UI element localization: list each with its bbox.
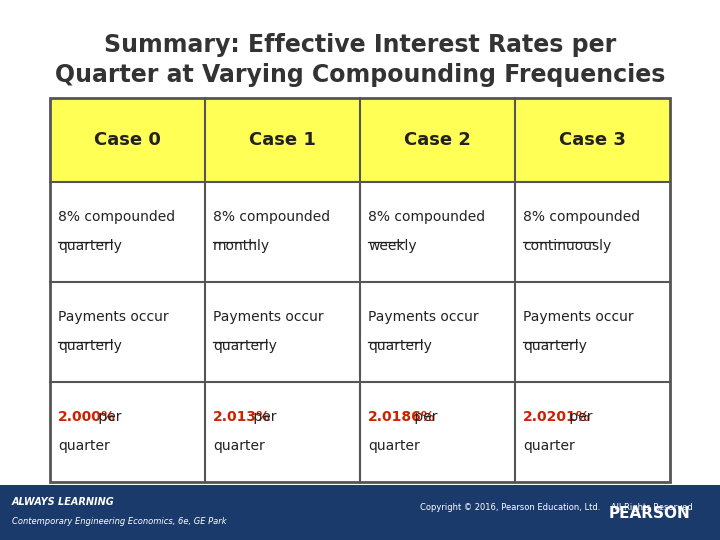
Text: 2.000%: 2.000%: [58, 410, 116, 424]
Text: monthly: monthly: [213, 239, 270, 253]
Text: 8% compounded: 8% compounded: [213, 211, 330, 225]
Text: 8% compounded: 8% compounded: [523, 211, 640, 225]
Bar: [0, 485, 720, 540]
Text: per: per: [565, 410, 593, 424]
Bar: [50, 98, 205, 183]
Text: quarter: quarter: [58, 439, 109, 453]
Text: quarter: quarter: [213, 439, 265, 453]
Text: 8% compounded: 8% compounded: [368, 211, 485, 225]
Text: ALWAYS LEARNING: ALWAYS LEARNING: [12, 497, 114, 507]
Text: quarterly: quarterly: [368, 339, 432, 353]
Text: weekly: weekly: [368, 239, 417, 253]
Text: Quarter at Varying Compounding Frequencies: Quarter at Varying Compounding Frequenci…: [55, 63, 665, 87]
Text: quarterly: quarterly: [213, 339, 277, 353]
Text: Case 3: Case 3: [559, 131, 626, 149]
Text: Summary: Effective Interest Rates per: Summary: Effective Interest Rates per: [104, 33, 616, 57]
Text: Payments occur: Payments occur: [368, 310, 479, 324]
Bar: [515, 98, 670, 183]
Text: quarter: quarter: [523, 439, 575, 453]
Text: 2.0201%: 2.0201%: [523, 410, 590, 424]
Text: 2.013%: 2.013%: [213, 410, 271, 424]
Text: PEARSON: PEARSON: [608, 505, 690, 521]
Text: quarterly: quarterly: [523, 339, 587, 353]
Text: Payments occur: Payments occur: [213, 310, 323, 324]
Text: per: per: [410, 410, 438, 424]
Bar: [50, 98, 670, 482]
Bar: [205, 98, 360, 183]
Text: Case 2: Case 2: [404, 131, 471, 149]
Text: quarter: quarter: [368, 439, 420, 453]
Bar: [360, 98, 515, 183]
Text: 8% compounded: 8% compounded: [58, 211, 175, 225]
Text: Payments occur: Payments occur: [58, 310, 168, 324]
Text: Contemporary Engineering Economics, 6e, GE Park: Contemporary Engineering Economics, 6e, …: [12, 517, 227, 526]
Text: Case 0: Case 0: [94, 131, 161, 149]
Text: per: per: [249, 410, 276, 424]
Text: quarterly: quarterly: [58, 339, 122, 353]
Text: per: per: [94, 410, 122, 424]
Text: quarterly: quarterly: [58, 239, 122, 253]
Text: Copyright © 2016, Pearson Education, Ltd.    All Rights Reserved: Copyright © 2016, Pearson Education, Ltd…: [420, 503, 693, 511]
Text: 2.0186%: 2.0186%: [368, 410, 436, 424]
Text: continuously: continuously: [523, 239, 611, 253]
Text: Payments occur: Payments occur: [523, 310, 634, 324]
Text: Case 1: Case 1: [249, 131, 316, 149]
